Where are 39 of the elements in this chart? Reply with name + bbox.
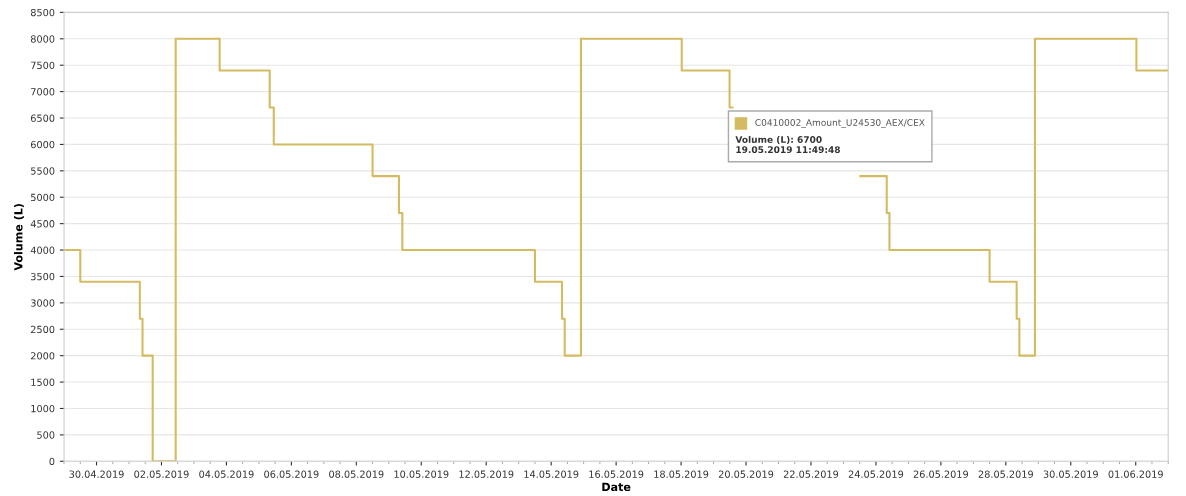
y-tick-label: 6500 (30, 114, 55, 122)
y-tick-label: 5000 (31, 193, 55, 202)
x-tick-label: 12.05.2019 (459, 470, 514, 478)
y-tick-label: 7000 (31, 88, 55, 96)
y-tick-label: 7500 (31, 61, 55, 70)
x-tick-label: 22.05.2019 (783, 470, 839, 478)
x-tick-label: 20.05.2019 (718, 470, 774, 478)
x-tick-label: 06.05.2019 (264, 470, 319, 478)
x-tick-label: 26.05.2019 (913, 470, 969, 478)
x-tick-label: 16.05.2019 (589, 470, 644, 478)
y-tick-label: 500 (37, 431, 55, 439)
x-tick-label: 01.06.2019 (1108, 470, 1163, 478)
y-tick-label: 5500 (31, 167, 55, 175)
x-axis-title: Date (602, 482, 631, 492)
x-tick-label: 30.05.2019 (1043, 470, 1098, 478)
x-tick-label: 10.05.2019 (394, 470, 449, 478)
y-tick-label: 3000 (31, 299, 55, 307)
x-tick-label: 14.05.2019 (524, 470, 579, 478)
x-tick-label: 28.05.2019 (978, 470, 1033, 478)
y-tick-label: 8500 (30, 8, 55, 17)
x-tick-label: 18.05.2019 (654, 470, 709, 478)
y-tick-label: 0 (49, 457, 55, 466)
y-tick-label: 1500 (31, 378, 55, 386)
y-tick-label: 6000 (30, 140, 55, 149)
y-tick-label: 8000 (30, 35, 55, 43)
x-tick-label: 02.05.2019 (134, 470, 189, 478)
x-tick-label: 08.05.2019 (329, 470, 384, 478)
y-axis-title: Volume (L) (13, 204, 24, 271)
y-tick-label: 2500 (30, 325, 55, 334)
x-tick-label: 24.05.2019 (848, 470, 904, 478)
y-tick-label: 4500 (30, 220, 55, 228)
y-tick-label: 2000 (30, 352, 55, 360)
y-tick-label: 3500 (31, 272, 55, 281)
annotation: Volume (L): 6700 19.05.2019 11:49:48 (735, 135, 840, 154)
x-tick-label: 04.05.2019 (199, 470, 254, 478)
y-tick-label: 4000 (30, 246, 55, 254)
x-tick-label: 30.04.2019 (69, 470, 124, 478)
legend-label: C0410002_Amount_U24530_AEX/CEX (755, 119, 925, 128)
y-tick-label: 1000 (31, 404, 55, 413)
